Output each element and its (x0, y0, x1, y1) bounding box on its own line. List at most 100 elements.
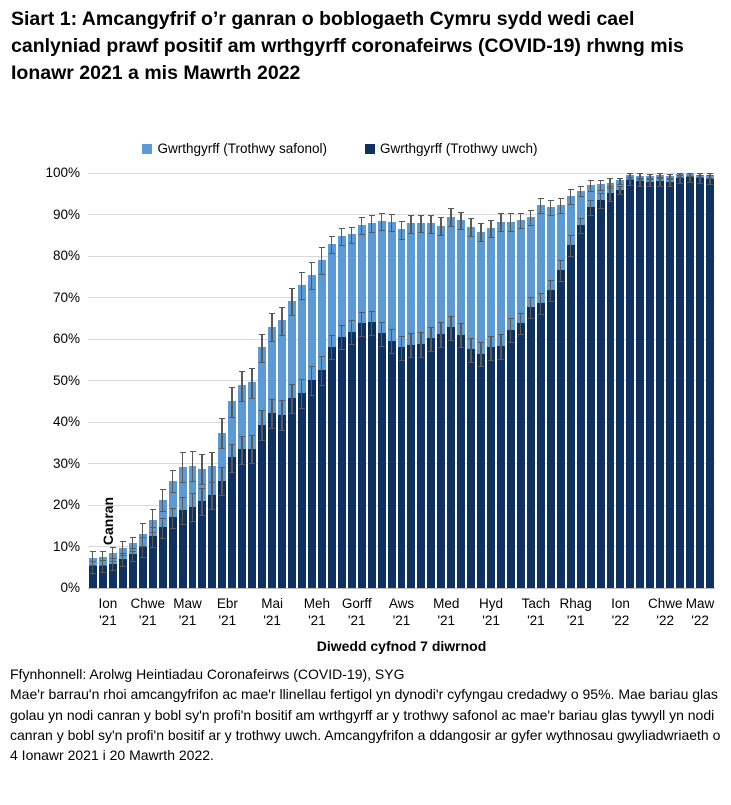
y-tick-label: 50% (52, 372, 80, 388)
bar-higher-threshold (168, 517, 177, 588)
error-bar (448, 315, 455, 341)
bar-higher-threshold (248, 448, 257, 588)
bar-higher-threshold (556, 270, 565, 588)
error-bar (199, 487, 206, 517)
error-bar (149, 526, 156, 548)
bar-standard-threshold (387, 221, 396, 341)
error-bar (378, 213, 385, 232)
legend-swatch-icon (365, 143, 376, 154)
bar-higher-threshold (377, 333, 386, 588)
bar-standard-threshold (467, 226, 476, 350)
error-bar (428, 326, 435, 352)
bar-higher-threshold (228, 457, 237, 588)
x-tick-label: Tach '21 (521, 596, 551, 628)
plot-area: Canran (88, 172, 715, 589)
bar-higher-threshold (676, 178, 685, 588)
error-bar (289, 384, 296, 415)
error-bar (438, 217, 445, 236)
error-bar (338, 227, 345, 246)
bar-standard-threshold (278, 320, 287, 415)
error-bar (119, 553, 126, 567)
bar-higher-threshold (407, 344, 416, 588)
bar-higher-threshold (706, 179, 714, 588)
error-bar (289, 287, 296, 317)
gridline-0 (88, 587, 715, 589)
error-bar (249, 367, 256, 399)
error-bar (279, 307, 286, 336)
bar-higher-threshold (606, 193, 615, 588)
error-bar (109, 557, 116, 572)
bar-higher-threshold (118, 558, 127, 588)
error-bar (169, 507, 176, 529)
bar-higher-threshold (546, 290, 555, 588)
error-bar (537, 293, 544, 316)
error-bar (607, 186, 614, 203)
error-bar (388, 214, 395, 232)
error-bar (259, 410, 266, 441)
error-bar (577, 186, 584, 198)
x-axis-title: Diwedd cyfnod 7 diwrnod (316, 638, 487, 654)
bar-standard-threshold (377, 221, 386, 334)
bar-higher-threshold (108, 563, 117, 588)
error-bar (547, 280, 554, 302)
error-bar (99, 559, 106, 574)
bar-higher-threshold (646, 181, 655, 588)
error-bar (348, 319, 355, 346)
x-tick-label: Meh '21 (303, 596, 331, 628)
error-bar (159, 488, 166, 513)
error-bar (129, 548, 136, 562)
error-bar (687, 173, 694, 183)
bar-standard-threshold (487, 228, 496, 348)
legend-label: Gwrthgyrff (Trothwy uwch) (380, 141, 538, 156)
error-bar (498, 334, 505, 360)
bar-standard-threshold (188, 465, 197, 507)
bar-standard-threshold (407, 223, 416, 345)
error-bar (458, 323, 465, 349)
legend-swatch-icon (142, 143, 153, 154)
y-tick-label: 30% (52, 455, 80, 471)
bar-standard-threshold (178, 466, 187, 510)
error-bar (448, 208, 455, 227)
error-bar (209, 481, 216, 511)
bar-standard-threshold (357, 225, 366, 324)
error-bar (597, 192, 604, 210)
bar-higher-threshold (178, 509, 187, 588)
bar-higher-threshold (666, 181, 675, 588)
bar-standard-threshold (556, 204, 565, 271)
error-bar (308, 365, 315, 397)
bar-higher-threshold (98, 565, 107, 588)
bar-higher-threshold (467, 349, 476, 588)
bar-standard-threshold (536, 204, 545, 304)
error-bar (587, 180, 594, 192)
y-tick-label: 20% (52, 497, 80, 512)
error-bar (527, 209, 534, 226)
error-bar (298, 379, 305, 410)
error-bar (587, 199, 594, 216)
bar-higher-threshold (696, 178, 705, 588)
bar-higher-threshold (357, 323, 366, 588)
error-bar (308, 261, 315, 291)
bar-higher-threshold (138, 546, 147, 588)
error-bar (567, 188, 574, 205)
error-bar (707, 175, 714, 185)
error-bar (408, 333, 415, 359)
y-tick-label: 10% (52, 538, 80, 554)
error-bar (378, 321, 385, 347)
bar-standard-threshold (526, 216, 535, 307)
error-bar (507, 213, 514, 232)
error-bar (318, 356, 325, 387)
error-bar (249, 435, 256, 464)
bar-standard-threshold (158, 499, 167, 528)
bar-higher-threshold (616, 189, 625, 588)
error-bar (577, 217, 584, 234)
error-bar (537, 197, 544, 214)
x-tick-label: Hyd '21 (479, 596, 504, 628)
y-tick-label: 40% (52, 414, 80, 429)
error-bar (368, 215, 375, 234)
error-bar (418, 332, 425, 358)
error-bar (617, 177, 624, 185)
error-bar (458, 211, 465, 231)
bar-standard-threshold (477, 231, 486, 354)
y-tick-label: 60% (52, 331, 80, 346)
bar-higher-threshold (258, 424, 267, 588)
